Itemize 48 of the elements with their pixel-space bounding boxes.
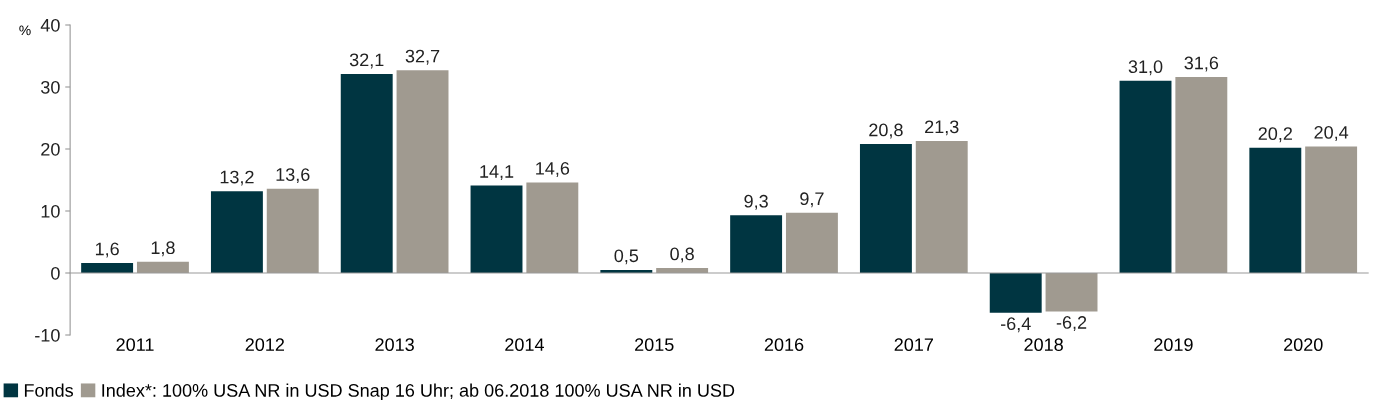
bar [210,191,263,273]
data-label: 9,7 [800,192,824,208]
y-tick-label: 10 [41,204,60,218]
data-label: 1,6 [95,242,119,258]
data-label: 31,0 [1128,60,1163,76]
data-label: 20,8 [869,123,903,139]
legend-label: Index*: 100% USA NR in USD Snap 16 Uhr; ab 06.2018 100% USA NR in USD [102,383,735,400]
data-label: 14,6 [536,161,570,177]
data-label: 14,1 [480,165,514,180]
x-tick-label: 2017 [894,338,933,352]
x-tick-label: 2015 [635,338,674,352]
data-label: 20,4 [1314,126,1349,141]
y-tick-label: 40 [40,18,60,32]
data-label: -6,2 [1056,316,1087,331]
bar [340,73,393,273]
y-tick-label: -10 [35,328,60,342]
bar [730,215,783,273]
x-tick-label: 2019 [1154,338,1193,352]
data-label: -6,4 [1000,317,1031,333]
bar [989,273,1042,313]
bar [1119,80,1172,273]
bar [1249,147,1302,273]
bar [470,185,523,273]
data-label: 13,2 [220,170,254,186]
data-label: 13,6 [276,168,310,184]
data-label: 9,3 [744,194,768,210]
y-tick-label: 20 [41,142,60,156]
data-label: 32,1 [349,53,384,69]
x-tick-label: 2020 [1284,338,1323,352]
x-tick-label: 2011 [116,338,154,352]
data-label: 32,7 [405,49,440,65]
y-tick-label: 30 [41,80,60,94]
data-label: 0,8 [670,247,694,263]
legend-label: Fonds [24,383,73,397]
data-label: 31,6 [1184,56,1219,72]
y-tick-label: 0 [51,266,60,280]
bar [859,144,912,273]
x-tick-label: 2018 [1024,338,1063,352]
x-tick-label: 2014 [505,338,544,352]
data-label: 0,5 [614,249,639,265]
x-tick-label: 2013 [375,338,414,352]
data-label: 21,3 [925,120,959,136]
data-label: 1,8 [151,241,175,257]
y-axis-title: % [19,25,31,36]
x-tick-label: 2012 [245,338,284,352]
bar [81,263,134,273]
data-label: 20,2 [1258,127,1292,143]
x-tick-label: 2016 [764,338,804,352]
